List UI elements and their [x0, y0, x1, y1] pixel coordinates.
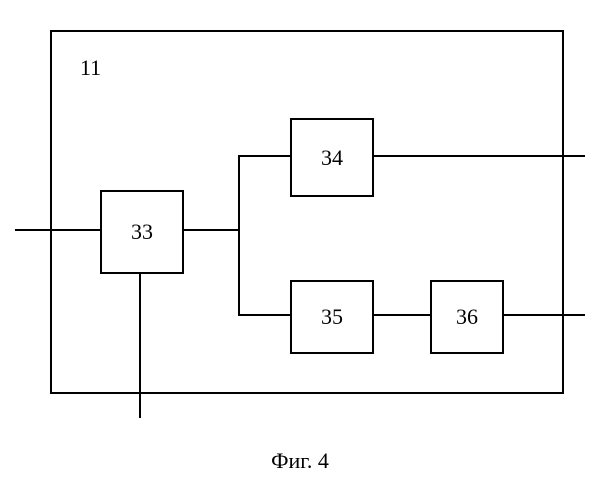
node-label-34: 34: [321, 145, 343, 171]
node-35: 35: [290, 280, 374, 354]
edge-junction-34-h: [238, 155, 290, 157]
node-34: 34: [290, 118, 374, 197]
edge-34-out: [370, 155, 585, 157]
edge-junction-34-v: [238, 155, 240, 231]
edge-junction-35-v: [238, 229, 240, 315]
edge-35-36: [370, 314, 430, 316]
node-33: 33: [100, 190, 184, 274]
edge-33-out-bottom: [139, 270, 141, 418]
node-label-33: 33: [131, 219, 153, 245]
container-label: 11: [80, 55, 101, 81]
edge-33-junction: [180, 229, 240, 231]
figure-caption: Фиг. 4: [0, 448, 600, 474]
node-label-35: 35: [321, 304, 343, 330]
node-label-36: 36: [456, 304, 478, 330]
edge-in-33: [15, 229, 100, 231]
node-36: 36: [430, 280, 504, 354]
edge-junction-35-h: [238, 314, 290, 316]
diagram-canvas: 11 33 34 35 36 Фиг. 4: [0, 0, 600, 500]
edge-36-out: [500, 314, 585, 316]
